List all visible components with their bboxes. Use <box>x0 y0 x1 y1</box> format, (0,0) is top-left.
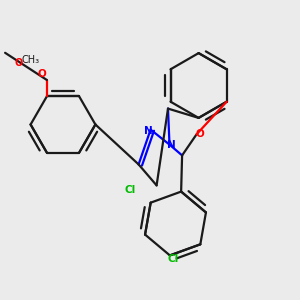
Text: CH₃: CH₃ <box>21 55 39 65</box>
Text: N: N <box>167 140 176 150</box>
Text: O: O <box>38 69 47 79</box>
Text: N: N <box>144 126 153 136</box>
Text: O: O <box>196 129 205 140</box>
Text: Cl: Cl <box>168 254 179 264</box>
Text: Cl: Cl <box>125 184 136 195</box>
Text: O: O <box>14 58 23 68</box>
